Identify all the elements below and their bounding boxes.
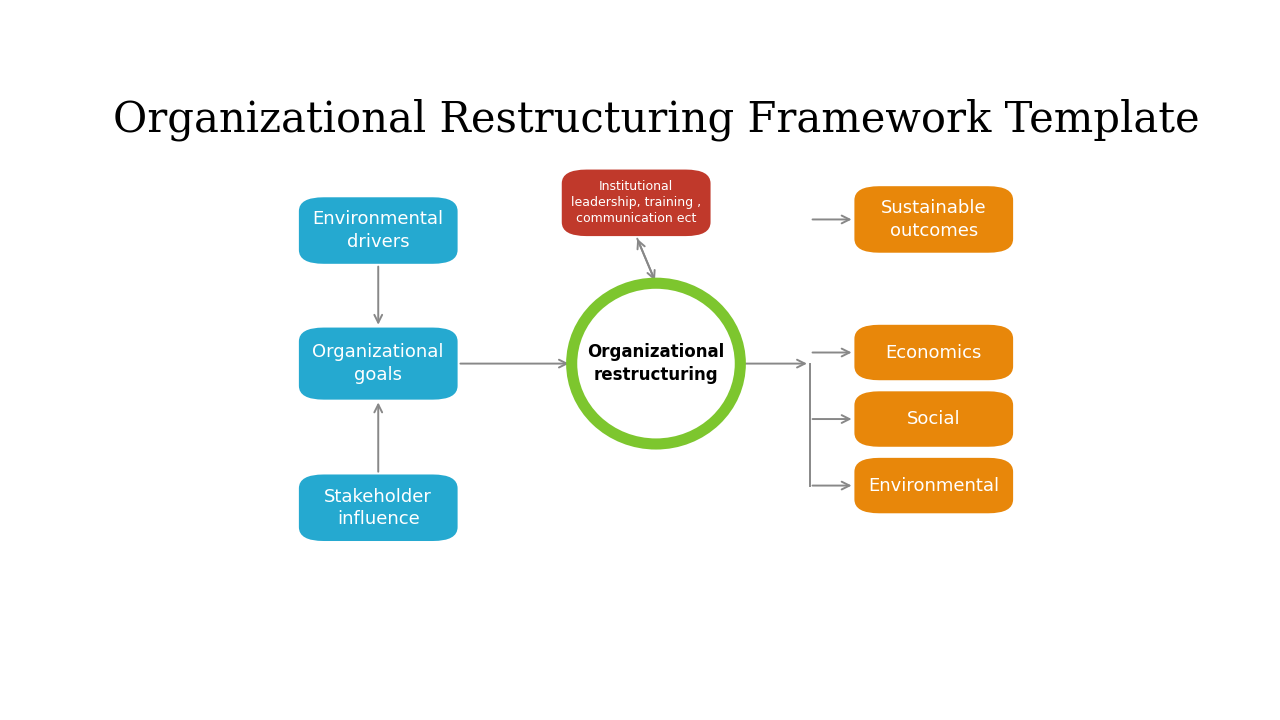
FancyBboxPatch shape xyxy=(855,325,1014,380)
FancyBboxPatch shape xyxy=(855,391,1014,446)
Text: Economics: Economics xyxy=(886,343,982,361)
FancyBboxPatch shape xyxy=(300,197,458,264)
Text: Organizational
restructuring: Organizational restructuring xyxy=(588,343,724,384)
Text: Organizational Restructuring Framework Template: Organizational Restructuring Framework T… xyxy=(113,99,1199,141)
Text: Institutional
leadership, training ,
communication ect: Institutional leadership, training , com… xyxy=(571,180,701,225)
FancyBboxPatch shape xyxy=(300,328,458,400)
Text: Social: Social xyxy=(908,410,960,428)
Text: Sustainable
outcomes: Sustainable outcomes xyxy=(881,199,987,240)
FancyBboxPatch shape xyxy=(855,458,1014,513)
FancyBboxPatch shape xyxy=(300,474,458,541)
FancyBboxPatch shape xyxy=(562,169,710,236)
Text: Environmental: Environmental xyxy=(868,477,1000,495)
FancyBboxPatch shape xyxy=(855,186,1014,253)
Text: Organizational
goals: Organizational goals xyxy=(312,343,444,384)
Text: Stakeholder
influence: Stakeholder influence xyxy=(324,487,433,528)
Text: Environmental
drivers: Environmental drivers xyxy=(312,210,444,251)
Ellipse shape xyxy=(572,283,740,444)
